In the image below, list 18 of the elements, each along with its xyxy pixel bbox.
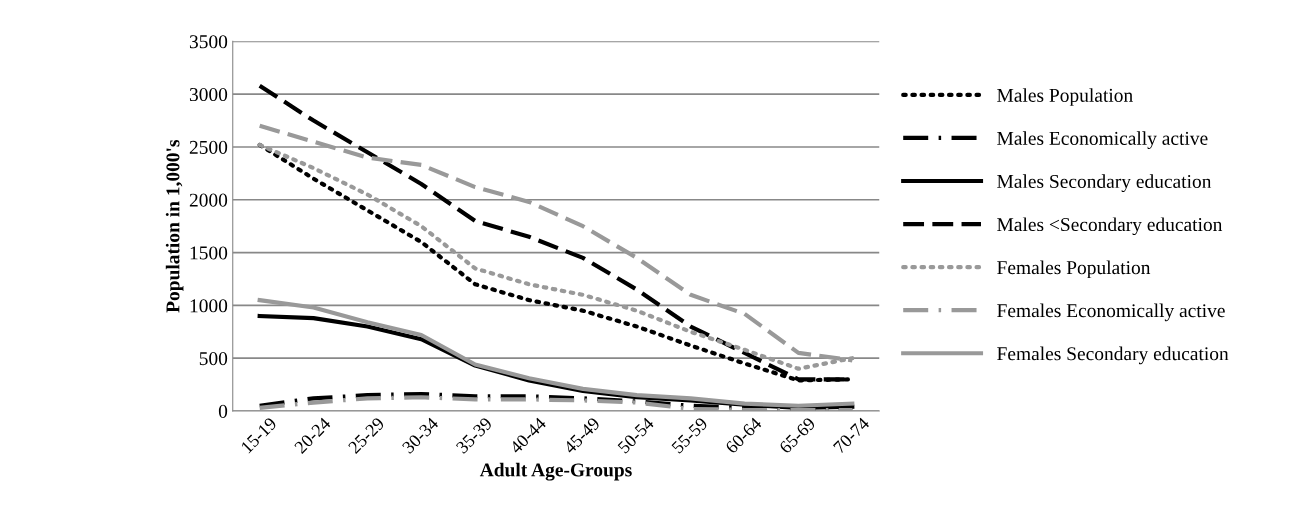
legend-label: Females Secondary education [997,346,1229,365]
legend-label: Males Population [997,88,1133,106]
y-tick-label: 0 [218,404,228,418]
legend-label: Males Secondary education [997,174,1212,193]
y-tick-label: 1500 [190,246,228,260]
y-tick-label: 2500 [189,140,228,154]
y-tick-label: 2000 [189,193,228,207]
y-tick-label: 1000 [190,299,228,313]
legend-label: Females Population [997,260,1151,279]
legend-label: Males <Secondary education [997,217,1223,236]
legend-label: Males Economically active [997,131,1208,149]
y-tick-label: 3000 [189,87,228,102]
y-axis-title: Population in 1,000's [165,139,184,313]
x-axis-title: Adult Age-Groups [479,462,632,481]
y-tick-label: 3500 [189,35,228,49]
y-tick-label: 500 [199,352,228,366]
line-series [257,298,855,408]
legend-label: Females Economically active [997,303,1225,322]
